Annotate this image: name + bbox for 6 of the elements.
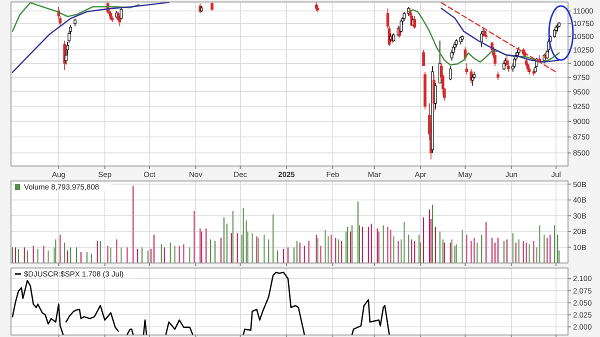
candlestick xyxy=(450,49,454,62)
candlestick xyxy=(402,12,406,22)
candlestick xyxy=(448,66,452,81)
candlestick xyxy=(120,8,123,20)
candlestick xyxy=(465,63,468,75)
candlestick xyxy=(422,49,425,67)
